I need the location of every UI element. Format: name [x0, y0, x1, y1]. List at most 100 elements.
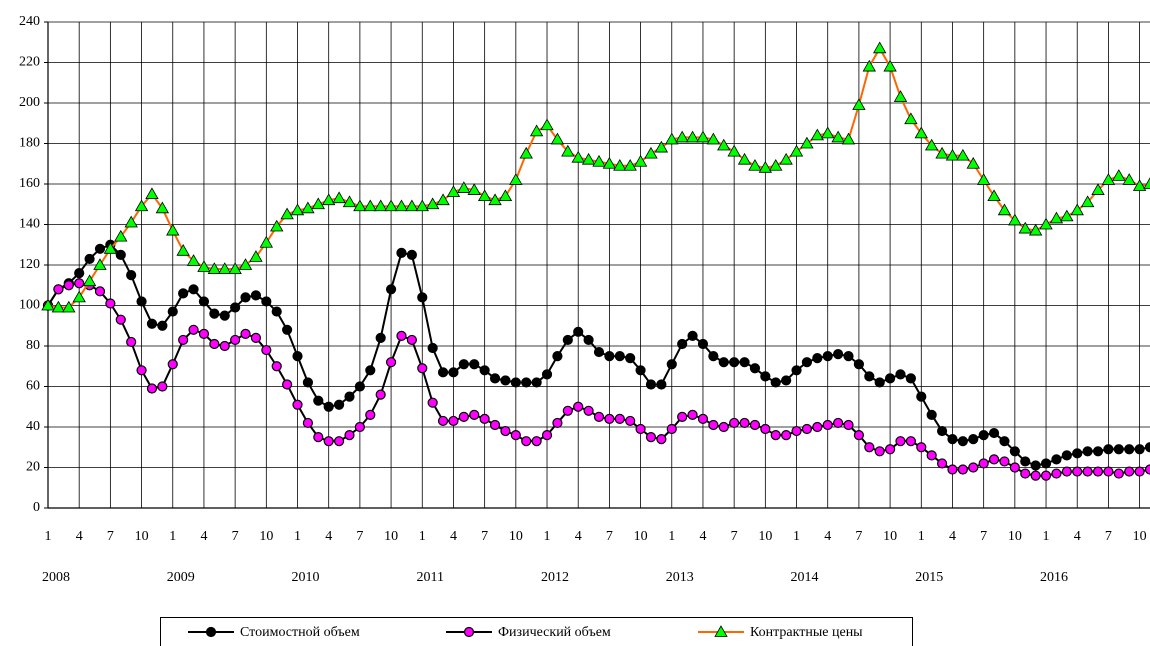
- marker: [437, 415, 449, 427]
- marker: [1082, 466, 1093, 477]
- x-tick-label: 4: [575, 529, 582, 544]
- marker: [602, 156, 617, 169]
- marker: [230, 334, 241, 346]
- marker: [1092, 446, 1104, 457]
- series: [42, 278, 1150, 481]
- marker: [385, 284, 397, 295]
- marker: [302, 377, 314, 388]
- marker: [1020, 468, 1031, 479]
- marker: [396, 330, 407, 341]
- marker: [1091, 183, 1105, 195]
- marker: [677, 411, 688, 422]
- marker: [833, 349, 844, 360]
- marker: [1103, 444, 1114, 455]
- marker: [157, 381, 168, 392]
- x-tick-label: 7: [1105, 529, 1112, 544]
- legend-label: Стоимостной объем: [240, 625, 360, 640]
- marker: [197, 260, 211, 272]
- marker: [259, 235, 274, 248]
- marker: [697, 338, 709, 350]
- marker: [103, 241, 118, 254]
- x-tick-label: 7: [731, 529, 738, 544]
- marker: [1009, 462, 1020, 473]
- marker: [529, 124, 544, 137]
- marker: [41, 298, 55, 311]
- x-tick-label: 4: [1074, 529, 1081, 544]
- marker: [72, 290, 86, 303]
- marker: [936, 458, 948, 469]
- marker: [976, 173, 991, 185]
- marker: [822, 351, 833, 362]
- marker: [552, 351, 563, 362]
- marker: [205, 626, 217, 638]
- marker: [1113, 468, 1124, 479]
- marker: [801, 357, 813, 368]
- marker: [1144, 464, 1150, 475]
- marker: [916, 391, 927, 402]
- x-tick-label: 1: [419, 529, 426, 544]
- marker: [134, 199, 149, 212]
- marker: [62, 300, 76, 313]
- marker: [904, 112, 918, 125]
- marker: [718, 357, 729, 368]
- x-tick-label: 7: [232, 529, 239, 544]
- marker: [1061, 466, 1072, 477]
- x-tick-label: 1: [668, 529, 675, 544]
- marker: [353, 199, 367, 212]
- marker: [737, 152, 752, 165]
- x-tick-label: 4: [325, 529, 332, 544]
- marker: [467, 183, 481, 195]
- marker: [884, 444, 896, 455]
- marker: [926, 450, 937, 461]
- marker: [84, 253, 95, 265]
- marker: [427, 342, 438, 354]
- marker: [665, 132, 679, 145]
- marker: [573, 401, 584, 412]
- marker: [841, 132, 856, 145]
- marker: [198, 296, 210, 307]
- marker: [446, 185, 461, 198]
- marker: [51, 300, 66, 313]
- y-tick-label: 20: [26, 460, 40, 475]
- marker: [592, 154, 606, 167]
- marker: [282, 324, 293, 335]
- marker: [531, 436, 542, 447]
- marker: [115, 249, 126, 260]
- marker: [198, 328, 210, 339]
- marker: [561, 144, 575, 157]
- marker: [415, 199, 429, 212]
- y-tick-label: 120: [19, 257, 40, 272]
- x-tick-label: 4: [949, 529, 956, 544]
- marker: [541, 430, 553, 441]
- marker: [469, 359, 480, 370]
- marker: [988, 427, 1000, 439]
- marker: [1112, 169, 1126, 181]
- marker: [916, 442, 927, 453]
- marker: [748, 158, 762, 171]
- y-tick-label: 200: [19, 95, 40, 110]
- marker: [800, 136, 814, 149]
- marker: [749, 363, 761, 374]
- x-tick-label: 7: [980, 529, 987, 544]
- marker: [1008, 213, 1022, 226]
- marker: [843, 419, 854, 431]
- marker: [1039, 217, 1053, 230]
- marker: [1009, 446, 1020, 457]
- marker: [623, 158, 637, 171]
- marker: [708, 351, 719, 362]
- marker: [978, 430, 989, 441]
- marker: [354, 381, 365, 392]
- marker: [228, 262, 242, 274]
- marker: [562, 334, 573, 346]
- marker: [322, 193, 336, 206]
- marker: [500, 375, 511, 386]
- marker: [843, 351, 854, 362]
- marker: [947, 434, 958, 445]
- marker: [914, 126, 928, 139]
- marker: [1060, 209, 1074, 222]
- marker: [53, 284, 64, 295]
- marker: [1072, 448, 1083, 459]
- marker: [675, 130, 689, 143]
- marker: [436, 193, 450, 206]
- marker: [635, 365, 646, 376]
